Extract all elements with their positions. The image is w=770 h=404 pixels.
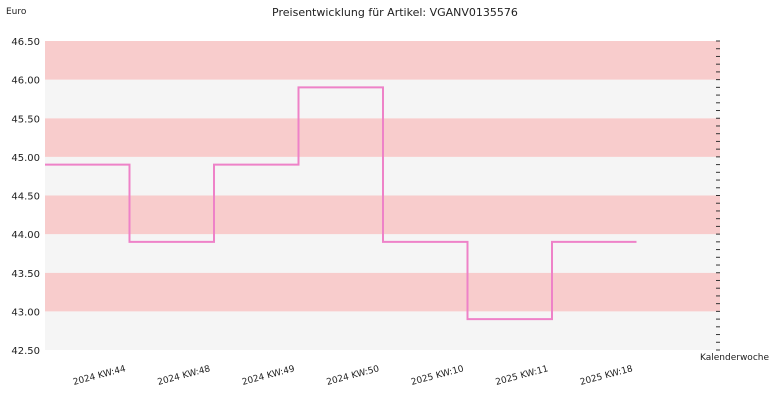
y-tick-labels: 42.50 43.00 43.50 44.00 44.50 45.00 45.50 46.00…	[11, 37, 40, 357]
grid-band	[45, 41, 720, 80]
x-tick-labels: 2024 KW:44 2024 KW:48 2024 KW:49 2024 KW:50…	[72, 364, 634, 388]
x-axis-label: Kalenderwoche	[700, 353, 769, 363]
y-tick-label: 46.00	[11, 76, 40, 87]
grid-band	[45, 273, 720, 312]
x-tick-label: 2024 KW:48	[157, 364, 212, 388]
y-tick-label: 44.50	[11, 192, 40, 203]
y-tick-label: 45.00	[11, 153, 40, 164]
x-tick-label: 2025 KW:18	[579, 364, 634, 388]
chart-title: Preisentwicklung für Artikel: VGANV01355…	[272, 6, 518, 19]
y-axis-label: Euro	[6, 7, 27, 17]
y-tick-label: 45.50	[11, 114, 40, 125]
x-tick-label: 2024 KW:49	[241, 364, 296, 388]
x-tick-label: 2024 KW:44	[72, 364, 127, 388]
y-tick-label: 46.50	[11, 37, 40, 48]
x-tick-label: 2025 KW:10	[410, 364, 465, 388]
y-tick-label: 42.50	[11, 346, 40, 357]
x-tick-label: 2024 KW:50	[326, 364, 381, 388]
x-tick-label: 2025 KW:11	[495, 364, 550, 388]
grid-band	[45, 311, 720, 350]
y-tick-label: 43.00	[11, 307, 40, 318]
y-tick-label: 44.00	[11, 230, 40, 241]
right-axis	[716, 41, 720, 350]
y-tick-label: 43.50	[11, 269, 40, 280]
